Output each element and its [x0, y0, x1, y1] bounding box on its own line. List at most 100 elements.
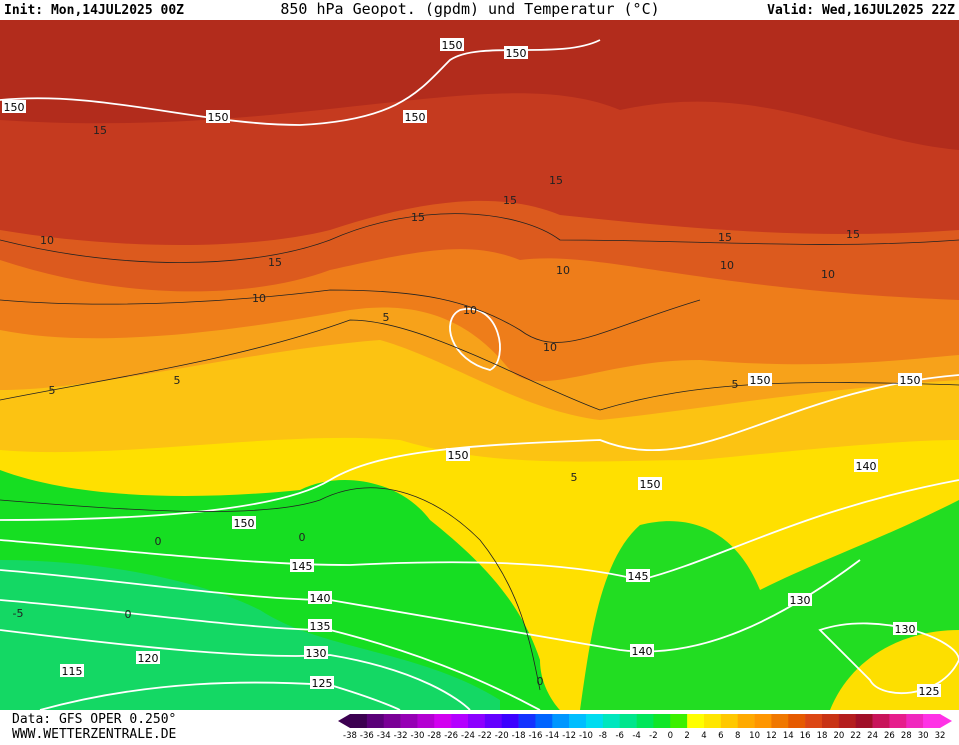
colorbar-swatch [350, 714, 368, 728]
contour-line [0, 629, 471, 711]
contour-label-box [310, 676, 334, 689]
colorbar-tick-label: 16 [800, 731, 811, 741]
colorbar-swatch [720, 714, 739, 728]
geopotential-label: 120 [138, 652, 159, 665]
colorbar-swatch [872, 714, 890, 728]
contour-label-box [206, 110, 230, 123]
geopotential-label: 150 [750, 374, 771, 387]
geopotential-label: 135 [310, 620, 331, 633]
colorbar-tick-label: -20 [495, 731, 509, 741]
temperature-label: 10 [543, 341, 557, 354]
contour-label-box [290, 559, 314, 572]
colorbar-tick-label: -30 [410, 731, 424, 741]
colorbar-swatch [636, 714, 654, 728]
colorbar-tick-label: -6 [615, 731, 623, 741]
colorbar-swatch [754, 714, 772, 728]
colorbar-tick-label: -18 [512, 731, 526, 741]
contour-label-box [304, 646, 328, 659]
temperature-label: 15 [411, 211, 425, 224]
contour-line [0, 213, 959, 263]
temperature-label: 10 [252, 292, 266, 305]
temperature-label: 15 [549, 174, 563, 187]
geopotential-label: 140 [632, 645, 653, 658]
temperature-label: 5 [174, 374, 181, 387]
colorbar-tick-label: -14 [545, 731, 559, 741]
colorbar-tick-label: 32 [935, 731, 946, 741]
colorbar-swatch [923, 714, 941, 728]
map [0, 20, 959, 711]
colorbar-swatch [838, 714, 857, 728]
colorbar-swatch [687, 714, 705, 728]
colorbar-tick-label: 20 [833, 731, 844, 741]
contour-label-box [60, 664, 84, 677]
colorbar-swatch [822, 714, 840, 728]
colorbar-tick-label: 0 [668, 731, 673, 741]
contour-label-box [308, 619, 332, 632]
contour-label-box [308, 591, 332, 604]
colorbar-tick-label: 8 [735, 731, 740, 741]
temperature-label: 15 [93, 124, 107, 137]
colorbar-swatch [366, 714, 385, 728]
geopotential-label: 150 [234, 517, 255, 530]
colorbar-tick-label: 4 [701, 731, 706, 741]
colorbar-tick-label: -16 [528, 731, 542, 741]
temperature-label: 15 [268, 256, 282, 269]
contour-label-box [440, 38, 464, 51]
geopotential-label: 140 [856, 460, 877, 473]
contour-label-box [917, 684, 941, 697]
contour-line [0, 289, 701, 343]
colorbar-tick-label: 12 [766, 731, 777, 741]
colorbar-tick-label: -10 [579, 731, 593, 741]
colorbar-swatch [586, 714, 604, 728]
colorbar-swatch [805, 714, 823, 728]
contour-label-box [854, 459, 878, 472]
geopotential-label: 145 [292, 560, 313, 573]
geopotential-label: 125 [919, 685, 940, 698]
colorbar-swatch [771, 714, 789, 728]
geopotential-label: 150 [900, 374, 921, 387]
temperature-label: 10 [463, 304, 477, 317]
colorbar-tick-label: -2 [649, 731, 657, 741]
colorbar-tick-label: -28 [427, 731, 441, 741]
colorbar-swatch [501, 714, 519, 728]
contour-label-box [2, 100, 26, 113]
temperature-area [0, 560, 500, 710]
colorbar-tick-label: -8 [599, 731, 607, 741]
colorbar-tick-label: -34 [377, 731, 391, 741]
contour-label-box [446, 448, 470, 461]
geopotential-label: 150 [442, 39, 463, 52]
colorbar-tick-label: -26 [444, 731, 458, 741]
colorbar-swatch [670, 714, 688, 728]
website: WWW.WETTERZENTRALE.DE [12, 727, 176, 741]
geopotential-label: 150 [506, 47, 527, 60]
colorbar-tick-label: 30 [918, 731, 929, 741]
temperature-label: 15 [846, 228, 860, 241]
contour-line [39, 681, 401, 711]
temperature-label: -5 [13, 607, 24, 620]
colorbar-tick-label: 24 [867, 731, 878, 741]
colorbar-swatch [906, 714, 924, 728]
colorbar-tick-label: 26 [884, 731, 895, 741]
temperature-label: 0 [299, 531, 306, 544]
temperature-area [0, 20, 959, 150]
colorbar-swatch [653, 714, 671, 728]
temperature-label: 10 [556, 264, 570, 277]
colorbar-swatch [704, 714, 722, 728]
map-title: 850 hPa Geopot. (gpdm) und Temperatur (°… [280, 0, 659, 18]
temperature-label: 0 [537, 675, 544, 688]
colorbar-tick-label: -12 [562, 731, 576, 741]
contour-line [0, 487, 541, 691]
colorbar-swatch [417, 714, 435, 728]
colorbar-swatch [737, 714, 755, 728]
geopotential-label: 145 [628, 570, 649, 583]
temperature-label: 15 [503, 194, 517, 207]
colorbar-tick-label: -32 [394, 731, 408, 741]
contour-line [0, 479, 959, 581]
temperature-label: 5 [49, 384, 56, 397]
valid-time: Valid: Wed,16JUL2025 22Z [767, 3, 955, 18]
colorbar: -38 -36 -34 -32 -30 -28 -26 -24 -22 -20 -18 -16 -14-… [338, 714, 952, 741]
temperature-label: 5 [732, 378, 739, 391]
contour-label-box [630, 644, 654, 657]
